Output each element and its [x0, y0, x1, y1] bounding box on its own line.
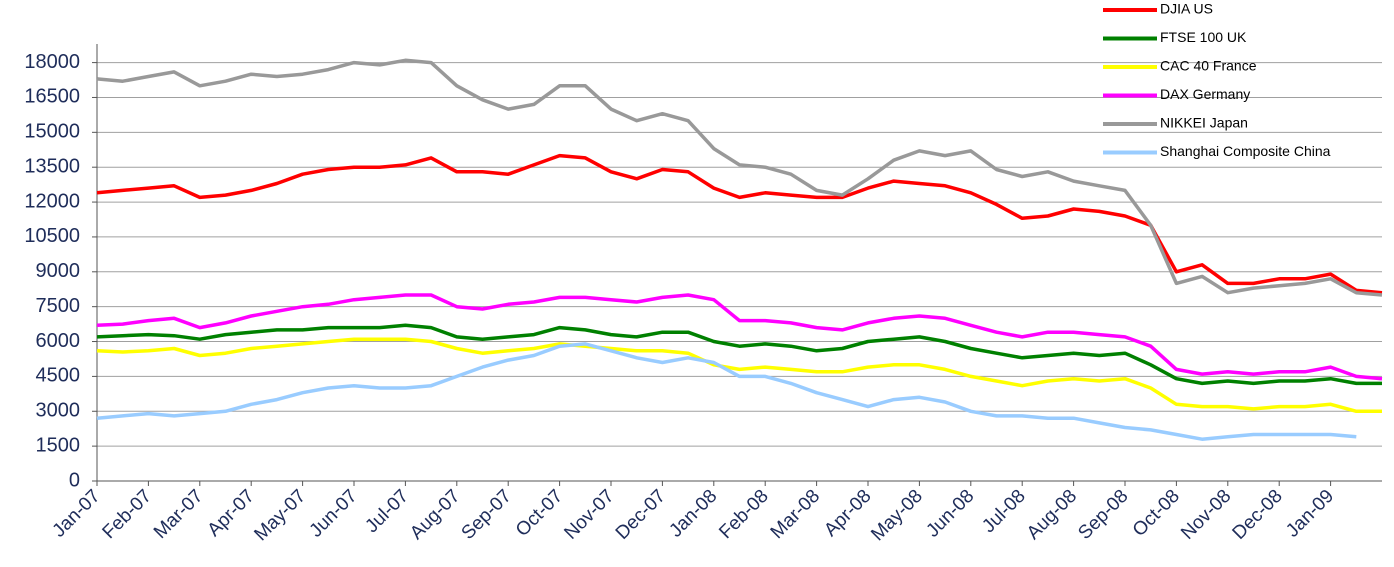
x-tick-label: Nov-08 — [1177, 486, 1235, 544]
y-tick-label: 0 — [69, 469, 80, 491]
legend-label: DAX Germany — [1160, 86, 1250, 102]
x-tick-label: May-08 — [867, 486, 927, 546]
y-tick-label: 12000 — [24, 190, 80, 212]
x-tick-label: Aug-08 — [1023, 486, 1081, 544]
x-tick-label: Jan-07 — [49, 486, 105, 542]
y-tick-label: 15000 — [24, 121, 80, 143]
x-tick-label: Dec-08 — [1229, 486, 1287, 544]
legend-label: DJIA US — [1160, 1, 1213, 17]
y-tick-label: 4500 — [36, 365, 81, 387]
x-tick-label: Oct-07 — [512, 486, 567, 541]
y-tick-label: 13500 — [24, 155, 80, 177]
x-tick-label: May-07 — [250, 486, 310, 546]
series-line — [96, 58, 1383, 297]
y-tick-label: 1500 — [36, 434, 81, 456]
y-tick-label: 10500 — [24, 225, 80, 247]
legend-label: NIKKEI Japan — [1160, 115, 1248, 131]
x-tick-label: Feb-08 — [715, 486, 772, 543]
x-tick-label: Apr-07 — [204, 486, 259, 541]
x-tick-label: Mar-07 — [150, 486, 207, 543]
y-tick-label: 16500 — [24, 86, 80, 108]
x-tick-label: Sep-07 — [458, 486, 516, 544]
legend-label: FTSE 100 UK — [1160, 29, 1247, 45]
x-tick-label: Jan-09 — [1282, 486, 1338, 542]
series-line — [96, 342, 1357, 441]
x-tick-label: Sep-08 — [1074, 486, 1132, 544]
x-tick-label: Aug-07 — [406, 486, 464, 544]
x-tick-label: Feb-07 — [99, 486, 156, 543]
y-tick-label: 3000 — [36, 400, 81, 422]
x-tick-label: Nov-07 — [560, 486, 618, 544]
x-tick-label: Dec-07 — [612, 486, 670, 544]
y-tick-label: 6000 — [36, 330, 81, 352]
y-tick-label: 18000 — [24, 51, 80, 73]
x-tick-label: Jan-08 — [665, 486, 721, 542]
series-line — [96, 323, 1382, 386]
legend-label: CAC 40 France — [1160, 58, 1257, 74]
series-line — [96, 153, 1383, 295]
y-tick-label: 7500 — [36, 295, 81, 317]
legend-label: Shanghai Composite China — [1160, 143, 1331, 159]
x-tick-label: Apr-08 — [820, 486, 875, 541]
series-line — [96, 293, 1383, 381]
x-tick-label: Jun-08 — [922, 486, 978, 542]
x-tick-label: Jun-07 — [306, 486, 362, 542]
y-tick-label: 9000 — [36, 260, 81, 282]
x-tick-label: Oct-08 — [1129, 486, 1184, 541]
series-line — [96, 337, 1382, 414]
x-tick-label: Mar-08 — [767, 486, 824, 543]
